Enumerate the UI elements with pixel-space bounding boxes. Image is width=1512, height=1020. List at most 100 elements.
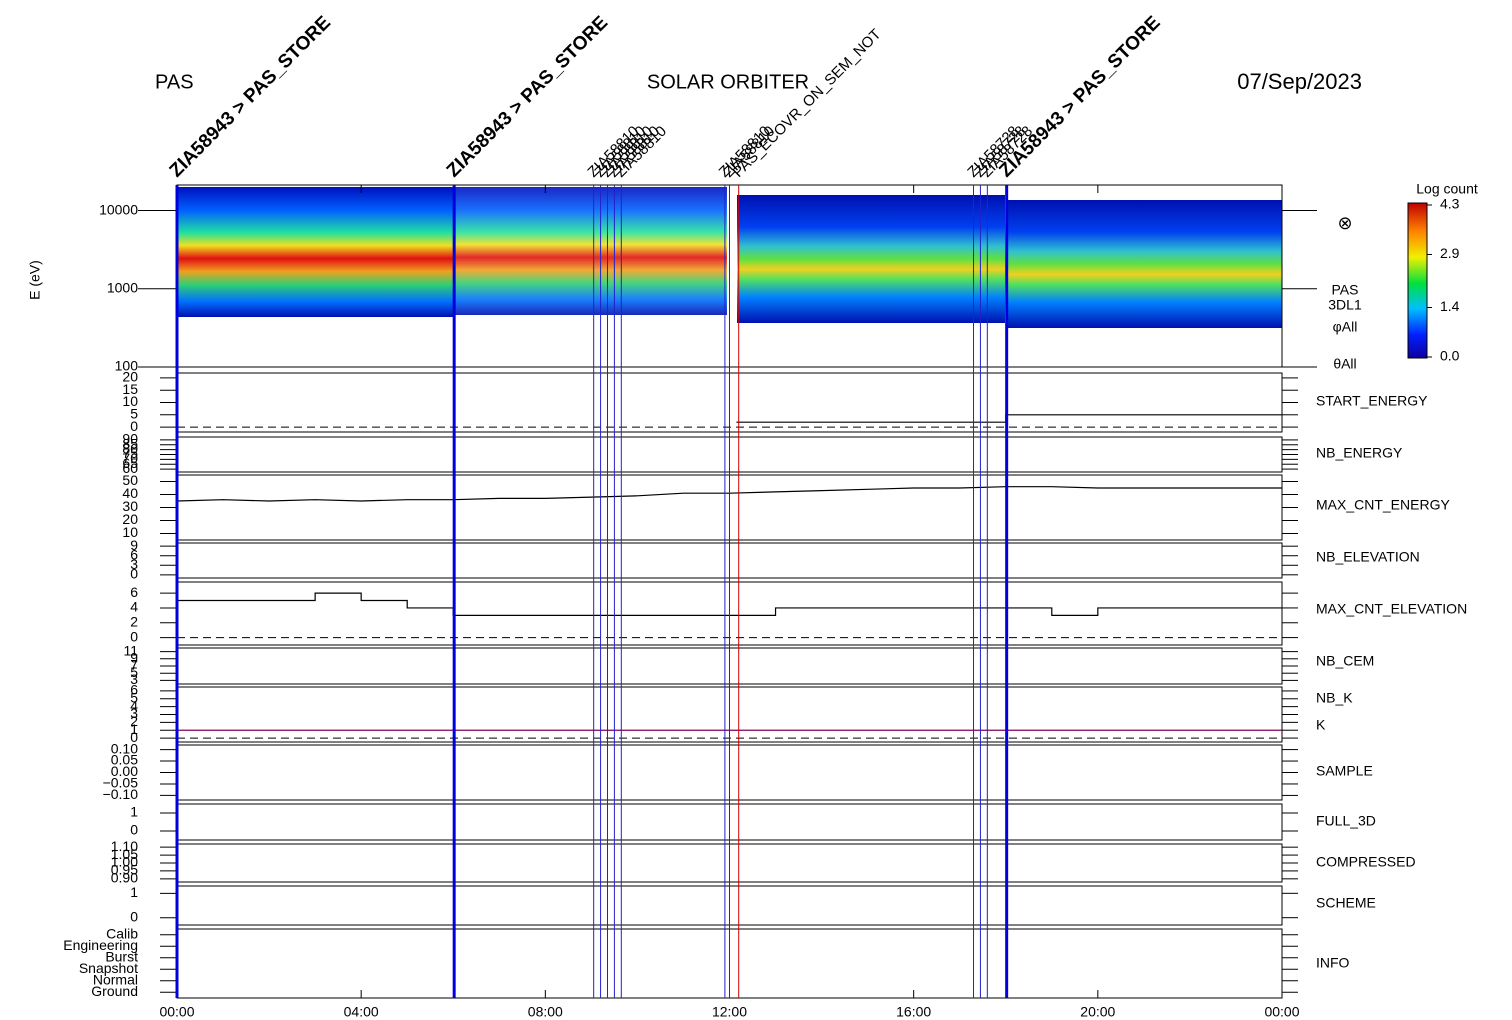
y-tick-label: Snapshot	[79, 960, 138, 976]
colorbar-tick-label: 4.3	[1440, 196, 1460, 212]
y-tick-label: 10000	[99, 201, 138, 217]
spectrogram-image	[737, 195, 1005, 323]
y-tick-label: 0	[130, 566, 138, 582]
side-label: θAll	[1333, 356, 1356, 372]
y-tick-label: 2	[130, 713, 138, 729]
header-left: PAS	[155, 71, 194, 93]
x-tick-label: 00:00	[159, 1004, 194, 1020]
y-tick-label: 1000	[107, 279, 138, 295]
colorbar-tick-label: 0.0	[1440, 348, 1460, 364]
y-tick-label: 7	[130, 657, 138, 673]
y-tick-label: 3	[130, 705, 138, 721]
y-tick-label: 6	[130, 584, 138, 600]
x-tick-label: 12:00	[712, 1004, 747, 1020]
y-tick-label: 0	[130, 628, 138, 644]
colorbar-tick-label: 2.9	[1440, 245, 1460, 261]
y-tick-label: 85	[122, 435, 138, 451]
colorbar	[1407, 202, 1428, 359]
y-tick-label: Burst	[105, 948, 138, 964]
x-tick-label: 04:00	[344, 1004, 379, 1020]
y-tick-label: 100	[115, 358, 139, 374]
y-tick-label: 10	[122, 524, 138, 540]
event-label: ZIA58943 > PAS_STORE	[995, 12, 1164, 181]
y-tick-label: Engineering	[63, 937, 138, 953]
y-tick-label: 4	[130, 599, 138, 615]
y-tick-label: 0	[130, 822, 138, 838]
header-center: SOLAR ORBITER	[647, 71, 809, 93]
y-tick-label: Ground	[91, 983, 138, 999]
y-tick-label: 1	[130, 721, 138, 737]
y-tick-label: 1	[130, 804, 138, 820]
spectrogram-image	[455, 187, 727, 315]
panel-label: SAMPLE	[1316, 763, 1373, 779]
data-line	[177, 592, 1282, 616]
y-tick-label: 20	[122, 511, 138, 527]
x-tick-label: 00:00	[1264, 1004, 1299, 1020]
y-tick-label: 80	[122, 440, 138, 456]
panel-label: SCHEME	[1316, 895, 1376, 911]
y-tick-label: 1	[130, 884, 138, 900]
colorbar-tick-label: 1.4	[1440, 298, 1460, 314]
data-line	[736, 414, 1282, 423]
y-tick-label: −0.10	[103, 786, 139, 802]
y-tick-label: 10	[122, 393, 138, 409]
header-right: 07/Sep/2023	[1237, 69, 1362, 94]
spectrogram-image	[177, 187, 453, 317]
y-axis-label: E (eV)	[27, 260, 43, 300]
y-tick-label: 5	[130, 405, 138, 421]
y-tick-label: 1.00	[111, 854, 138, 870]
y-tick-label: 0	[130, 729, 138, 745]
y-tick-label: 50	[122, 472, 138, 488]
y-tick-label: 3	[130, 671, 138, 687]
y-tick-label: 0.00	[111, 763, 138, 779]
y-tick-label: 0.90	[111, 870, 138, 886]
y-tick-label: 0.05	[111, 752, 138, 768]
y-tick-label: 9	[130, 537, 138, 553]
y-tick-label: Normal	[93, 971, 138, 987]
y-tick-label: 3	[130, 556, 138, 572]
side-label: φAll	[1333, 319, 1358, 335]
panel-label: NB_ENERGY	[1316, 445, 1403, 461]
panel-label: NB_K	[1316, 690, 1353, 706]
panel-label: COMPRESSED	[1316, 854, 1416, 870]
y-tick-label: 0.10	[111, 740, 138, 756]
spectrogram-image	[1007, 200, 1282, 328]
colorbar-title: Log count	[1416, 181, 1478, 197]
y-tick-label: 6	[130, 682, 138, 698]
y-tick-label: 30	[122, 498, 138, 514]
y-tick-label: Calib	[106, 925, 138, 941]
side-label: 3DL1	[1328, 297, 1362, 313]
x-tick-label: 20:00	[1080, 1004, 1115, 1020]
panel-label: K	[1316, 717, 1326, 733]
y-tick-label: 90	[122, 431, 138, 447]
panel-label: INFO	[1316, 955, 1350, 971]
y-tick-label: 5	[130, 689, 138, 705]
y-tick-label: 0.95	[111, 862, 138, 878]
panel-label: MAX_CNT_ENERGY	[1316, 497, 1450, 513]
panel-label: MAX_CNT_ELEVATION	[1316, 601, 1467, 617]
y-tick-label: 0	[130, 908, 138, 924]
y-tick-label: 20	[122, 369, 138, 385]
y-tick-label: 15	[122, 381, 138, 397]
side-label: PAS	[1332, 282, 1359, 298]
y-tick-label: 5	[130, 664, 138, 680]
y-tick-label: 65	[122, 455, 138, 471]
y-tick-label: 60	[122, 460, 138, 476]
panel-label: START_ENERGY	[1316, 393, 1428, 409]
event-label: ZIA58943 > PAS_STORE	[166, 12, 335, 181]
x-tick-label: 08:00	[528, 1004, 563, 1020]
panel-label: NB_ELEVATION	[1316, 549, 1420, 565]
y-tick-label: 2	[130, 613, 138, 629]
y-tick-label: 11	[123, 642, 138, 658]
y-tick-label: 40	[122, 485, 138, 501]
x-tick-label: 16:00	[896, 1004, 931, 1020]
panel-label: NB_CEM	[1316, 653, 1374, 669]
symbol: ⊗	[1337, 213, 1352, 233]
y-tick-label: −0.05	[103, 775, 139, 791]
y-tick-label: 1.05	[111, 846, 138, 862]
y-tick-label: 1.10	[111, 838, 138, 854]
y-tick-label: 4	[130, 697, 138, 713]
y-tick-label: 0	[130, 418, 138, 434]
y-tick-label: 9	[130, 650, 138, 666]
